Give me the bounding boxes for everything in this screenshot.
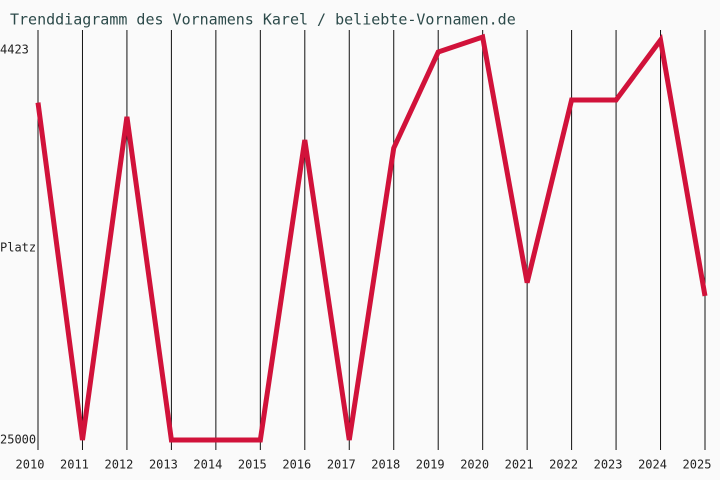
x-tick-label: 2015 bbox=[238, 458, 267, 472]
x-tick-label: 2018 bbox=[371, 458, 400, 472]
x-tick-label: 2014 bbox=[193, 458, 222, 472]
x-tick-label: 2013 bbox=[149, 458, 178, 472]
x-tick-label: 2012 bbox=[104, 458, 133, 472]
x-tick-label: 2020 bbox=[460, 458, 489, 472]
data-line bbox=[35, 33, 708, 443]
y-tick-label: 4423 bbox=[0, 43, 29, 57]
y-tick-label: 25000 bbox=[0, 433, 36, 447]
x-tick-label: 2022 bbox=[549, 458, 578, 472]
x-tick-label: 2024 bbox=[638, 458, 667, 472]
chart-title: Trenddiagramm des Vornamens Karel / beli… bbox=[10, 11, 516, 29]
x-tick-label: 2019 bbox=[416, 458, 445, 472]
x-tick-label: 2025 bbox=[683, 458, 712, 472]
x-tick-label: 2011 bbox=[60, 458, 89, 472]
x-tick-label: 2021 bbox=[505, 458, 534, 472]
y-axis-label: Platz bbox=[0, 241, 36, 255]
x-tick-label: 2023 bbox=[594, 458, 623, 472]
x-tick-label: 2010 bbox=[16, 458, 45, 472]
x-tick-label: 2017 bbox=[327, 458, 356, 472]
x-tick-label: 2016 bbox=[282, 458, 311, 472]
